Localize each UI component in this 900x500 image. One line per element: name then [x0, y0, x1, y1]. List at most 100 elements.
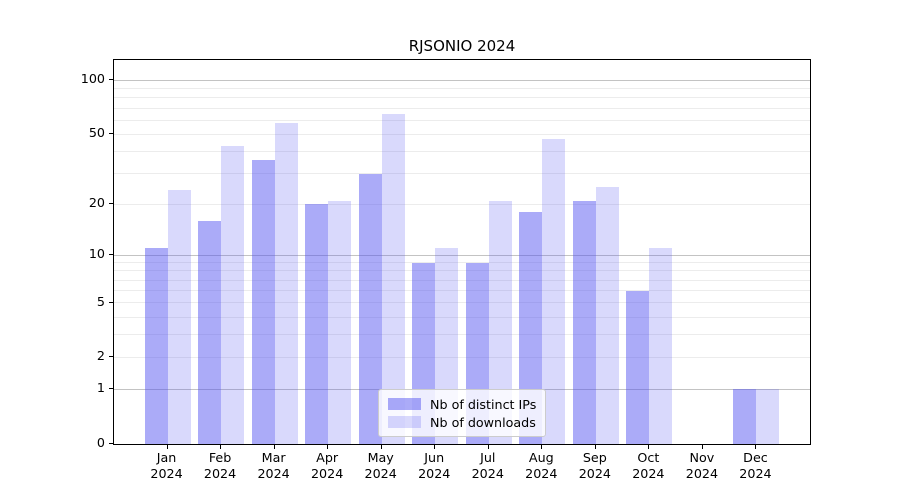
bar-distinct-ips-jan [144, 248, 168, 444]
x-tick-mark-jun [434, 445, 436, 449]
gridline-minor-5 [114, 302, 810, 304]
x-tick-month: Jul [480, 450, 496, 465]
y-tick-label-10: 10 [88, 246, 105, 262]
x-tick-label-oct: Oct 2024 [616, 450, 680, 481]
x-tick-mark-dec [755, 445, 757, 449]
y-tick-mark-100 [109, 79, 113, 81]
x-tick-year: 2024 [578, 465, 611, 481]
gridline-minor-7 [114, 279, 810, 281]
bar-downloads-jan [167, 190, 191, 444]
x-tick-year: 2024 [632, 465, 665, 481]
x-tick-label-apr: Apr 2024 [295, 450, 359, 481]
bar-distinct-ips-feb [198, 220, 222, 444]
y-tick-mark-1 [109, 388, 113, 390]
y-tick-label-0: 0 [96, 435, 105, 450]
gridline-minor-60 [114, 119, 810, 121]
x-tick-label-jan: Jan 2024 [135, 450, 199, 481]
bar-downloads-sep [595, 187, 619, 444]
x-tick-mark-apr [327, 445, 329, 449]
x-tick-year: 2024 [471, 465, 504, 481]
y-tick-mark-10 [109, 254, 113, 256]
gridline-minor-40 [114, 150, 810, 152]
legend-swatch-distinct-ips [388, 398, 421, 410]
x-tick-year: 2024 [257, 465, 290, 481]
x-tick-month: Mar [261, 450, 286, 465]
x-tick-label-jun: Jun 2024 [402, 450, 466, 481]
x-tick-month: Sep [582, 450, 607, 465]
x-tick-month: May [367, 450, 394, 465]
bar-downloads-jul [488, 200, 512, 444]
gridline-minor-50 [114, 133, 810, 135]
gridline-minor-20 [114, 203, 810, 205]
x-tick-month: Feb [208, 450, 232, 465]
x-tick-mark-may [380, 445, 382, 449]
y-tick-mark-2 [109, 356, 113, 358]
x-tick-label-jul: Jul 2024 [456, 450, 520, 481]
legend-swatch-downloads [388, 416, 421, 428]
bar-downloads-apr [328, 200, 352, 444]
x-tick-month: Jun [424, 450, 445, 465]
bar-downloads-dec [756, 389, 780, 444]
bar-downloads-feb [221, 145, 245, 444]
legend-item-distinct-ips: Nb of distinct IPs [388, 397, 545, 412]
bar-distinct-ips-dec [733, 389, 757, 444]
bar-distinct-ips-aug [519, 212, 543, 444]
gridline-minor-3 [114, 334, 810, 336]
gridline-minor-6 [114, 290, 810, 292]
bar-downloads-oct [649, 248, 673, 444]
chart-title: RJSONIO 2024 [408, 37, 516, 55]
legend-item-downloads: Nb of downloads [388, 415, 545, 430]
x-tick-mark-oct [648, 445, 650, 449]
gridline-major-100 [114, 79, 810, 81]
gridline-minor-4 [114, 316, 810, 318]
gridline-minor-90 [114, 88, 810, 90]
y-tick-label-100: 100 [80, 71, 105, 87]
legend-label-distinct-ips: Nb of distinct IPs [430, 396, 537, 412]
gridline-minor-9 [114, 262, 810, 264]
x-tick-month: Dec [743, 450, 768, 465]
x-tick-mark-jan [166, 445, 168, 449]
x-tick-month: Nov [689, 450, 715, 465]
x-tick-mark-aug [541, 445, 543, 449]
x-tick-label-may: May 2024 [349, 450, 413, 481]
x-tick-year: 2024 [739, 465, 772, 481]
y-tick-label-5: 5 [96, 293, 105, 309]
y-tick-mark-5 [109, 301, 113, 303]
x-tick-mark-mar [273, 445, 275, 449]
bar-distinct-ips-sep [572, 200, 596, 444]
y-tick-label-2: 2 [96, 348, 105, 364]
gridline-minor-70 [114, 107, 810, 109]
bar-downloads-mar [274, 122, 298, 444]
x-tick-month: Jan [156, 450, 177, 465]
x-tick-label-feb: Feb 2024 [188, 450, 252, 481]
y-tick-label-50: 50 [88, 125, 105, 141]
x-tick-month: Aug [528, 450, 554, 465]
x-tick-mark-feb [220, 445, 222, 449]
bar-distinct-ips-apr [305, 204, 329, 444]
x-tick-label-nov: Nov 2024 [670, 450, 734, 481]
x-tick-year: 2024 [310, 465, 344, 481]
y-tick-label-20: 20 [88, 195, 105, 211]
legend-label-downloads: Nb of downloads [430, 414, 536, 430]
legend: Nb of distinct IPs Nb of downloads [378, 389, 546, 437]
gridline-minor-80 [114, 97, 810, 99]
bar-downloads-aug [542, 139, 566, 444]
gridline-minor-8 [114, 270, 810, 272]
y-tick-mark-50 [109, 133, 113, 135]
bar-distinct-ips-oct [626, 290, 650, 444]
x-tick-label-mar: Mar 2024 [242, 450, 306, 481]
plot-area [113, 59, 811, 445]
y-tick-label-1: 1 [96, 380, 105, 396]
x-tick-year: 2024 [203, 465, 237, 481]
bar-downloads-may [381, 114, 405, 444]
x-tick-year: 2024 [525, 465, 558, 481]
x-tick-year: 2024 [364, 465, 397, 481]
x-tick-year: 2024 [150, 465, 183, 481]
x-tick-label-aug: Aug 2024 [509, 450, 573, 481]
x-tick-year: 2024 [418, 465, 451, 481]
x-tick-month: Oct [637, 450, 660, 465]
gridline-minor-2 [114, 356, 810, 358]
gridline-major-10 [114, 254, 810, 256]
x-tick-year: 2024 [685, 465, 719, 481]
x-tick-mark-nov [701, 445, 703, 449]
